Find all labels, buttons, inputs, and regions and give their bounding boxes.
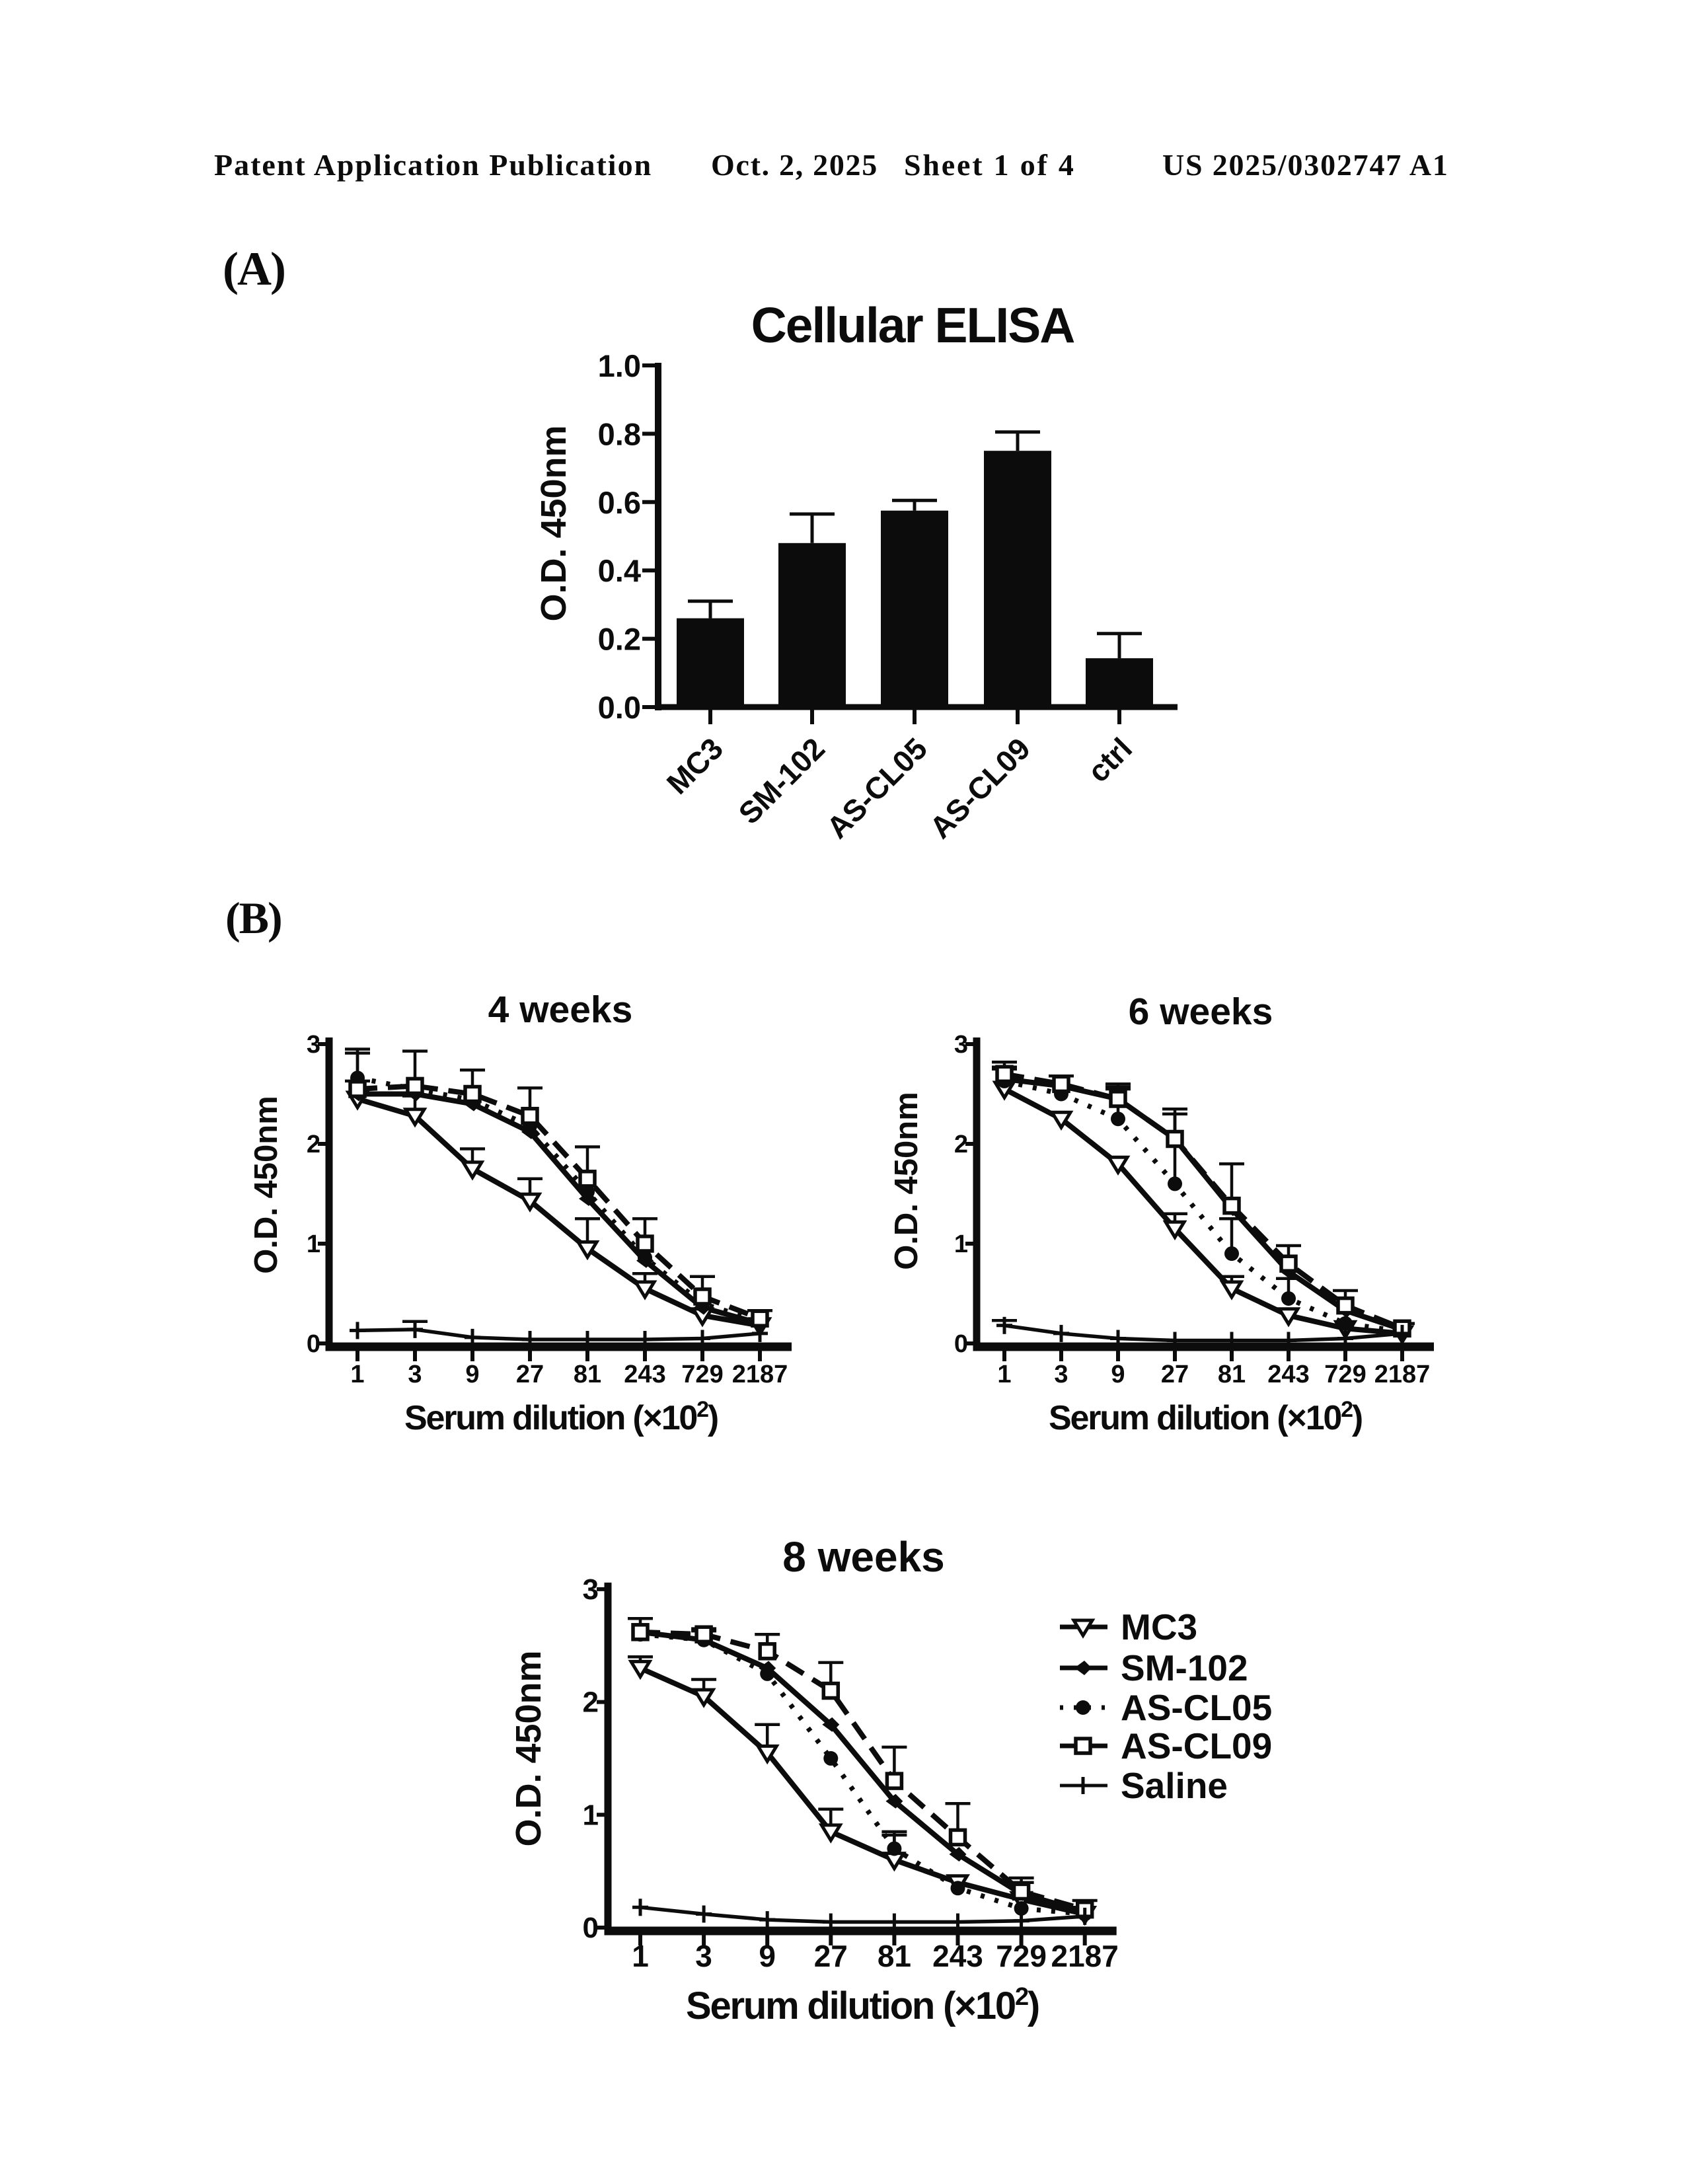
svg-text:US 2025/0302747 A1: US 2025/0302747 A1 — [1162, 148, 1449, 182]
svg-text:6 weeks: 6 weeks — [1129, 991, 1273, 1033]
svg-text:3: 3 — [408, 1361, 422, 1388]
svg-text:27: 27 — [516, 1361, 544, 1388]
svg-text:3: 3 — [954, 1031, 968, 1059]
svg-text:Serum dilution (×102): Serum dilution (×102) — [686, 1983, 1039, 2027]
svg-text:O.D. 450nm: O.D. 450nm — [248, 1096, 284, 1274]
svg-text:Sheet 1 of 4: Sheet 1 of 4 — [904, 148, 1076, 182]
svg-text:9: 9 — [1111, 1361, 1125, 1388]
svg-text:AS-CL05: AS-CL05 — [1121, 1687, 1272, 1728]
svg-text:243: 243 — [624, 1361, 665, 1388]
svg-text:Saline: Saline — [1121, 1765, 1228, 1806]
svg-text:3: 3 — [307, 1031, 320, 1059]
svg-text:2: 2 — [583, 1686, 599, 1719]
svg-text:0.0: 0.0 — [598, 690, 641, 725]
svg-text:(A): (A) — [223, 243, 285, 295]
svg-text:O.D. 450nm: O.D. 450nm — [889, 1092, 924, 1270]
svg-text:0: 0 — [954, 1330, 968, 1358]
svg-text:9: 9 — [759, 1939, 776, 1973]
svg-text:9: 9 — [465, 1361, 479, 1388]
svg-text:243: 243 — [1267, 1361, 1309, 1388]
svg-text:729: 729 — [681, 1361, 723, 1388]
svg-text:27: 27 — [814, 1939, 848, 1973]
svg-text:Cellular ELISA: Cellular ELISA — [751, 297, 1075, 353]
svg-text:3: 3 — [583, 1573, 599, 1606]
svg-text:1: 1 — [632, 1939, 649, 1973]
svg-text:1: 1 — [954, 1230, 968, 1258]
svg-text:81: 81 — [574, 1361, 601, 1388]
svg-text:1: 1 — [997, 1361, 1011, 1388]
svg-text:0: 0 — [307, 1330, 320, 1358]
svg-text:4 weeks: 4 weeks — [488, 989, 633, 1031]
svg-text:2187: 2187 — [1374, 1361, 1431, 1388]
svg-text:8 weeks: 8 weeks — [782, 1533, 945, 1581]
svg-text:1.0: 1.0 — [598, 348, 641, 383]
svg-text:243: 243 — [932, 1939, 983, 1973]
svg-text:0.6: 0.6 — [598, 485, 641, 520]
svg-text:1: 1 — [350, 1361, 364, 1388]
svg-text:2: 2 — [307, 1131, 320, 1158]
svg-text:0.4: 0.4 — [598, 553, 641, 588]
svg-text:729: 729 — [996, 1939, 1047, 1973]
svg-text:81: 81 — [878, 1939, 911, 1973]
svg-text:1: 1 — [583, 1799, 599, 1831]
svg-text:O.D. 450nm: O.D. 450nm — [509, 1650, 548, 1846]
svg-text:SM-102: SM-102 — [1121, 1647, 1248, 1688]
svg-text:2187: 2187 — [732, 1361, 788, 1388]
svg-text:3: 3 — [1054, 1361, 1068, 1388]
svg-text:Serum dilution (×102): Serum dilution (×102) — [1049, 1397, 1362, 1437]
svg-text:3: 3 — [695, 1939, 712, 1973]
svg-text:Patent Application Publication: Patent Application Publication — [214, 148, 652, 182]
svg-text:0.8: 0.8 — [598, 416, 641, 451]
svg-text:2187: 2187 — [1051, 1939, 1119, 1973]
svg-text:MC3: MC3 — [1121, 1606, 1197, 1647]
svg-text:Oct. 2, 2025: Oct. 2, 2025 — [711, 148, 878, 182]
svg-text:0.2: 0.2 — [598, 622, 641, 657]
svg-text:(B): (B) — [225, 893, 281, 943]
svg-text:O.D. 450nm: O.D. 450nm — [534, 425, 574, 621]
svg-text:27: 27 — [1161, 1361, 1189, 1388]
svg-text:Serum dilution (×102): Serum dilution (×102) — [404, 1397, 718, 1437]
svg-text:81: 81 — [1218, 1361, 1246, 1388]
svg-text:AS-CL09: AS-CL09 — [1121, 1725, 1272, 1766]
svg-text:729: 729 — [1324, 1361, 1366, 1388]
svg-text:1: 1 — [307, 1230, 320, 1258]
svg-text:2: 2 — [954, 1131, 968, 1158]
svg-text:0: 0 — [583, 1912, 599, 1944]
